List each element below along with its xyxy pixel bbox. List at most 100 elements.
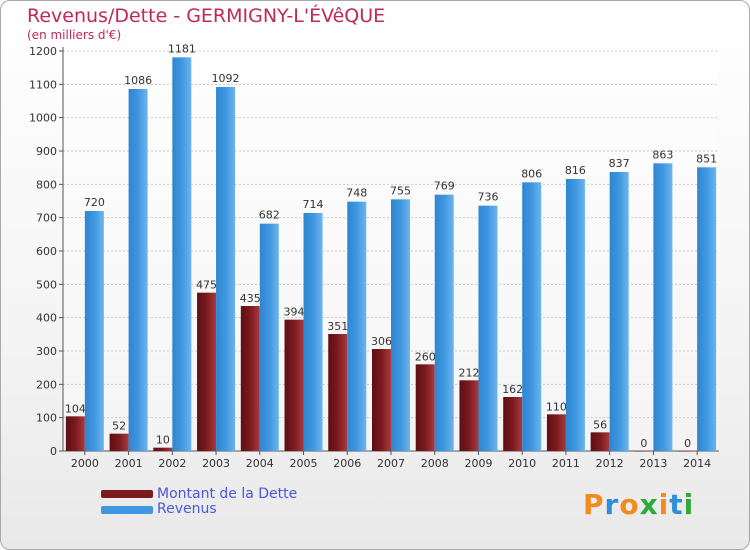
data-label-dette: 104 (65, 402, 86, 415)
bar-revenus (565, 179, 585, 451)
bar-revenus (128, 89, 148, 451)
bar-dette (240, 306, 260, 451)
logo-letter: i (683, 488, 695, 521)
bar-dette (197, 292, 217, 451)
proxiti-logo: Proxiti (583, 488, 694, 521)
logo-letter: o (619, 488, 640, 521)
data-label-dette: 162 (502, 383, 523, 396)
x-tick-label: 2013 (639, 457, 667, 470)
x-tick-label: 2010 (508, 457, 536, 470)
y-tick-label: 300 (36, 345, 57, 358)
bar-revenus (434, 194, 454, 451)
x-tick-label: 2006 (333, 457, 361, 470)
logo-letter: x (639, 488, 659, 521)
y-tick-label: 700 (36, 212, 57, 225)
y-tick-label: 200 (36, 378, 57, 391)
data-label-revenus: 816 (565, 164, 586, 177)
data-label-dette: 56 (593, 418, 607, 431)
x-tick-label: 2001 (115, 457, 143, 470)
data-label-dette: 212 (458, 366, 479, 379)
bar-revenus (172, 57, 192, 451)
bar-dette (503, 397, 523, 451)
bar-revenus (391, 199, 410, 451)
x-tick-label: 2003 (202, 457, 230, 470)
x-tick-label: 2005 (290, 457, 318, 470)
data-label-revenus: 837 (609, 157, 630, 170)
data-label-revenus: 1086 (124, 74, 152, 87)
y-tick-label: 0 (50, 445, 57, 458)
data-label-dette: 435 (240, 292, 261, 305)
bar-dette (65, 416, 85, 451)
x-tick-label: 2014 (683, 457, 711, 470)
data-label-revenus: 736 (477, 191, 498, 204)
bar-dette (153, 447, 173, 451)
logo-letter: r (604, 488, 620, 521)
bar-revenus (303, 213, 323, 451)
bar-dette (284, 319, 304, 451)
data-label-revenus: 720 (84, 196, 105, 209)
legend-label-dette: Montant de la Dette (157, 486, 298, 502)
bar-dette (459, 380, 479, 451)
legend-swatch-dette (101, 490, 153, 498)
data-label-dette: 110 (546, 400, 567, 413)
x-tick-label: 2002 (158, 457, 186, 470)
x-tick-label: 2012 (596, 457, 624, 470)
data-label-revenus: 769 (434, 180, 455, 193)
y-tick-label: 1100 (29, 78, 57, 91)
bar-revenus (84, 211, 104, 451)
chart-title: Revenus/Dette - GERMIGNY-L'ÉVêQUE (27, 5, 386, 27)
data-label-dette: 52 (112, 420, 126, 433)
data-label-revenus: 748 (346, 187, 367, 200)
data-label-dette: 260 (415, 350, 436, 363)
data-label-revenus: 1092 (212, 72, 240, 85)
y-tick-label: 1000 (29, 112, 57, 125)
legend-swatch-revenus (101, 506, 153, 514)
bar-dette (546, 414, 566, 451)
x-tick-label: 2000 (71, 457, 99, 470)
x-tick-label: 2007 (377, 457, 405, 470)
x-tick-label: 2004 (246, 457, 274, 470)
data-label-revenus: 863 (652, 148, 673, 161)
chart-subtitle: (en milliers d'€) (27, 28, 122, 42)
bar-revenus (609, 172, 629, 451)
bar-dette (678, 451, 698, 452)
bar-dette (109, 433, 129, 451)
data-label-revenus: 1181 (168, 42, 196, 55)
data-label-dette: 394 (284, 306, 305, 319)
legend-label-revenus: Revenus (157, 501, 217, 517)
data-label-dette: 475 (196, 279, 217, 292)
y-tick-label: 1200 (29, 45, 57, 58)
bar-revenus (478, 205, 498, 451)
data-label-revenus: 714 (303, 198, 324, 211)
bar-dette (634, 451, 654, 452)
logo-letter: t (669, 488, 684, 521)
bar-revenus (259, 223, 279, 451)
bar-revenus (697, 167, 717, 452)
bar-revenus (347, 201, 367, 451)
data-label-revenus: 755 (390, 184, 411, 197)
bar-revenus (522, 182, 542, 452)
data-label-dette: 0 (640, 437, 647, 450)
y-tick-label: 900 (36, 145, 57, 158)
y-tick-label: 800 (36, 178, 57, 191)
x-tick-label: 2011 (552, 457, 580, 470)
y-tick-label: 500 (36, 278, 57, 291)
logo-letter: i (658, 488, 670, 521)
y-tick-label: 100 (36, 412, 57, 425)
bar-dette (372, 349, 391, 451)
x-tick-label: 2008 (421, 457, 449, 470)
logo-letter: P (583, 488, 605, 521)
data-label-revenus: 682 (259, 209, 280, 222)
bar-dette (590, 432, 610, 451)
data-label-revenus: 806 (521, 167, 542, 180)
bar-revenus (216, 87, 236, 451)
data-label-dette: 351 (327, 320, 348, 333)
data-label-dette: 0 (684, 437, 691, 450)
y-tick-label: 600 (36, 245, 57, 258)
y-tick-label: 400 (36, 312, 57, 325)
bar-dette (328, 334, 348, 451)
data-label-revenus: 851 (696, 152, 717, 165)
bar-dette (415, 364, 435, 451)
bar-revenus (653, 163, 673, 452)
